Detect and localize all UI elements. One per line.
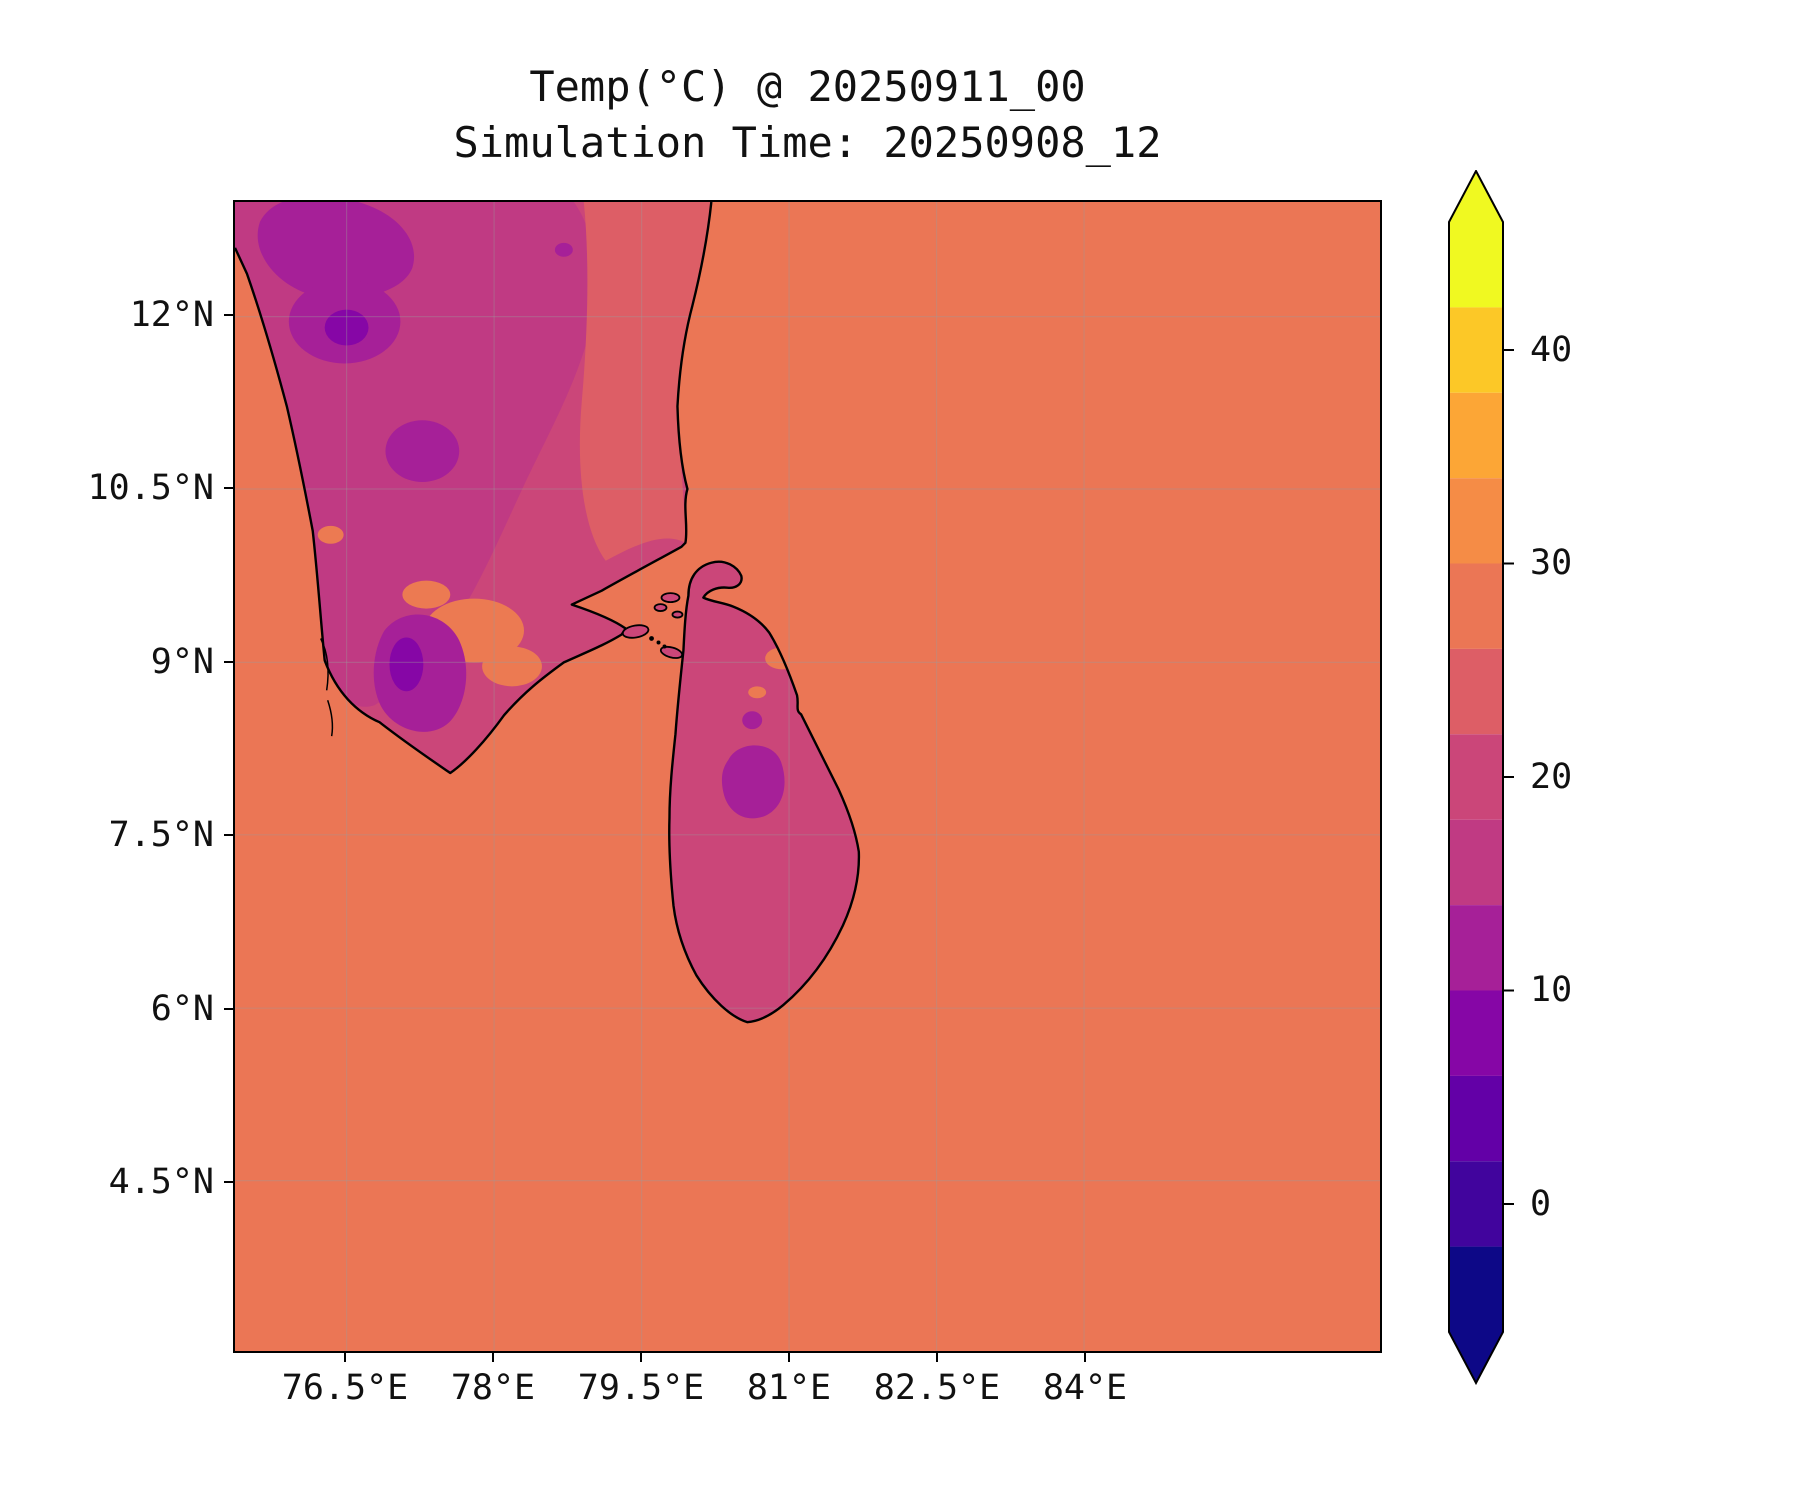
x-tick-label: 84°E <box>1042 1368 1128 1408</box>
india-eastcoast-warm-strip <box>579 202 712 561</box>
colorbar-tick-label: 40 <box>1530 330 1573 370</box>
palk-strait-islands <box>621 592 684 659</box>
colorbar-band <box>1449 819 1503 906</box>
colorbar-tick-label: 20 <box>1530 757 1573 797</box>
india-purple-core <box>389 637 424 692</box>
colorbar <box>1448 168 1518 1386</box>
colorbar-outline <box>1448 168 1504 1386</box>
colorbar-band <box>1449 648 1503 735</box>
colorbar-ticks <box>1503 349 1514 1205</box>
plot-title-line1: Temp(°C) @ 20250911_00 <box>529 62 1086 111</box>
colorbar-band <box>1449 563 1503 649</box>
axis-tick <box>936 1353 938 1362</box>
y-tick-label: 12°N <box>129 295 214 335</box>
india-purple-patch <box>385 420 460 483</box>
colorbar-band <box>1449 990 1503 1076</box>
graticule <box>235 202 1380 1351</box>
india-purple-patch <box>554 242 573 257</box>
colorbar-band <box>1449 307 1503 393</box>
x-tick-label: 76.5°E <box>281 1368 409 1408</box>
axis-tick <box>224 834 233 836</box>
lanka-purple-patch <box>721 745 785 819</box>
colorbar-band <box>1449 905 1503 991</box>
y-tick-label: 7.5°N <box>108 815 214 855</box>
kerala-lagoons <box>320 638 334 737</box>
lanka-purple-dot <box>742 711 763 730</box>
colorbar-band <box>1449 734 1503 820</box>
axis-tick <box>788 1353 790 1362</box>
colorbar-band <box>1449 1161 1503 1247</box>
india-warm-patch <box>482 646 542 687</box>
axis-tick <box>1084 1353 1086 1362</box>
x-tick-label: 82.5°E <box>873 1368 1001 1408</box>
x-tick-label: 78°E <box>450 1368 536 1408</box>
colorbar-band <box>1449 222 1503 308</box>
india-coastline <box>235 202 713 775</box>
axis-tick <box>344 1353 346 1362</box>
colorbar-band <box>1449 1246 1503 1332</box>
y-tick-label: 4.5°N <box>108 1162 214 1202</box>
india-warm-patch <box>317 525 344 544</box>
colorbar-over-arrow <box>1449 171 1503 222</box>
map-svg <box>235 202 1380 1351</box>
colorbar-under-arrow <box>1449 1332 1503 1383</box>
lanka-warm-patch <box>748 686 767 699</box>
x-tick-label: 81°E <box>746 1368 832 1408</box>
colorbar-svg <box>1448 168 1514 1386</box>
axis-tick <box>224 661 233 663</box>
india-purple-patch <box>257 202 414 299</box>
y-tick-label: 10.5°N <box>87 468 214 508</box>
india-purple-core <box>324 309 369 346</box>
x-tick-label: 79.5°E <box>577 1368 705 1408</box>
india-warm-patch <box>402 580 451 609</box>
colorbar-band <box>1449 1075 1503 1162</box>
colorbar-tick-label: 30 <box>1530 543 1573 583</box>
axis-tick <box>224 1008 233 1010</box>
adams-bridge-islets <box>649 636 667 649</box>
plot-title-line2: Simulation Time: 20250908_12 <box>453 118 1162 167</box>
axis-tick <box>224 487 233 489</box>
colorbar-band <box>1449 478 1503 564</box>
map-plot <box>233 200 1382 1353</box>
colorbar-tick-label: 10 <box>1530 970 1573 1010</box>
axis-tick <box>640 1353 642 1362</box>
y-tick-label: 9°N <box>150 642 214 682</box>
sri-lanka-coastline <box>668 560 861 1024</box>
y-tick-label: 6°N <box>150 989 214 1029</box>
colorbar-tick-label: 0 <box>1530 1184 1552 1224</box>
colorbar-band <box>1449 392 1503 479</box>
axis-tick <box>492 1353 494 1362</box>
axis-tick <box>224 1181 233 1183</box>
axis-tick <box>224 314 233 316</box>
